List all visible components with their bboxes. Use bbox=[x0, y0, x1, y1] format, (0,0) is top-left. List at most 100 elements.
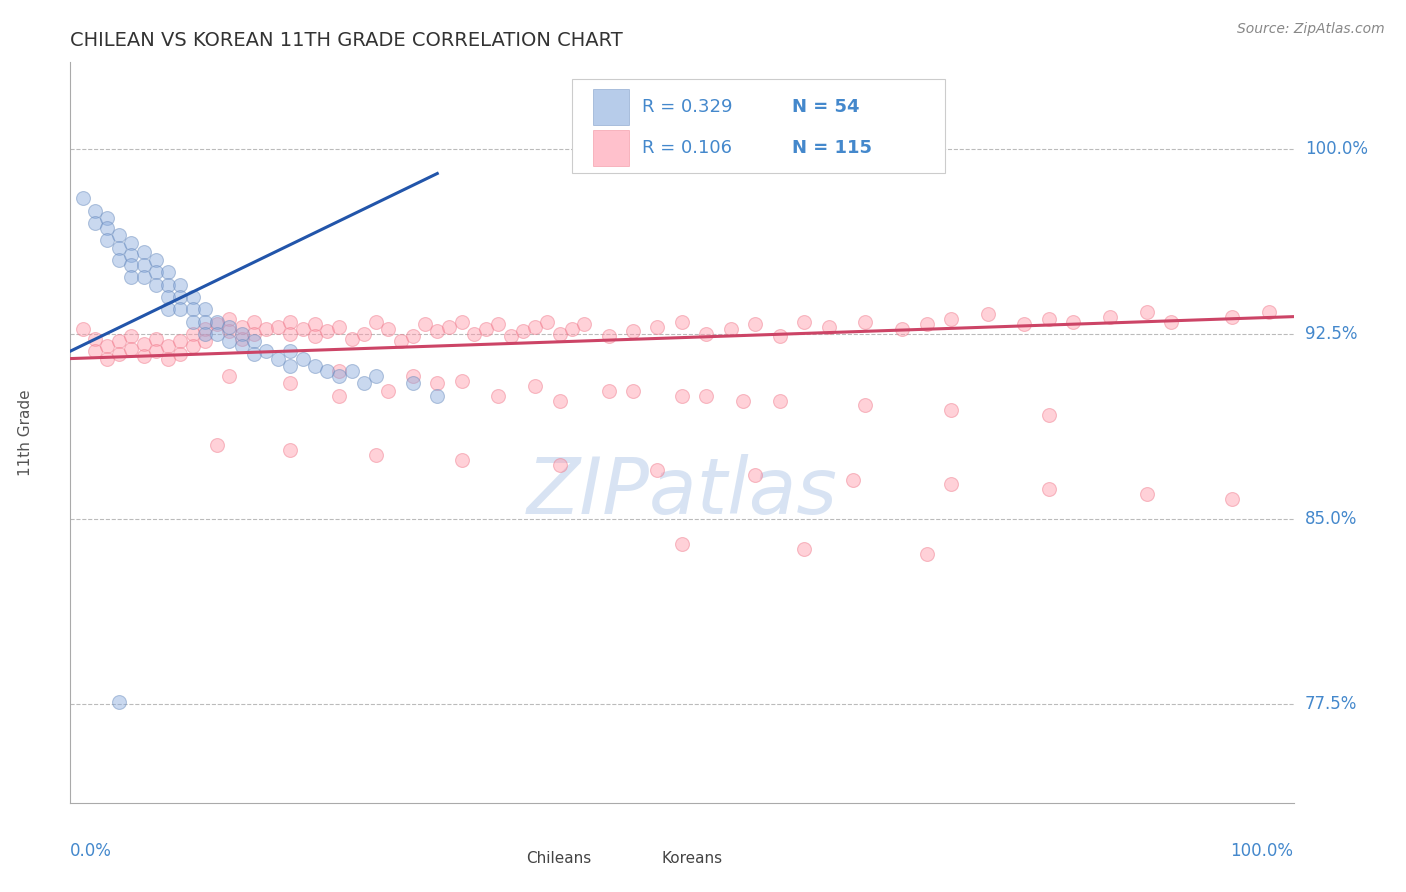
Point bbox=[1014, 317, 1036, 331]
Text: R = 0.106: R = 0.106 bbox=[641, 139, 731, 157]
Text: 11th Grade: 11th Grade bbox=[18, 389, 34, 476]
Point bbox=[96, 211, 118, 225]
Point bbox=[181, 339, 204, 353]
Point bbox=[108, 228, 131, 243]
Point bbox=[1038, 312, 1060, 326]
Point bbox=[353, 376, 375, 391]
Point bbox=[366, 314, 388, 328]
Point bbox=[304, 317, 326, 331]
Point bbox=[291, 351, 314, 366]
Point bbox=[1136, 304, 1159, 318]
Point bbox=[157, 302, 180, 317]
Point bbox=[121, 248, 143, 262]
Point bbox=[96, 233, 118, 247]
Point bbox=[340, 364, 363, 378]
Point bbox=[121, 270, 143, 285]
Point bbox=[572, 317, 595, 331]
Point bbox=[108, 240, 131, 254]
Point bbox=[488, 317, 510, 331]
Point bbox=[280, 359, 302, 373]
Text: N = 54: N = 54 bbox=[792, 98, 859, 116]
Point bbox=[450, 374, 472, 388]
Point bbox=[512, 325, 534, 339]
Text: 85.0%: 85.0% bbox=[1305, 510, 1357, 528]
Point bbox=[254, 344, 277, 359]
Bar bbox=[592, 89, 630, 125]
Point bbox=[145, 252, 167, 267]
Point bbox=[267, 351, 290, 366]
Point bbox=[121, 235, 143, 250]
Point bbox=[205, 317, 228, 331]
Point bbox=[1038, 409, 1060, 423]
Point bbox=[231, 332, 253, 346]
Point bbox=[475, 322, 498, 336]
Point bbox=[561, 322, 583, 336]
Point bbox=[108, 252, 131, 267]
Point bbox=[402, 376, 425, 391]
Point bbox=[855, 399, 877, 413]
FancyBboxPatch shape bbox=[572, 78, 945, 173]
Point bbox=[108, 695, 131, 709]
Point bbox=[426, 388, 449, 402]
Point bbox=[291, 322, 314, 336]
Point bbox=[121, 342, 143, 356]
Point bbox=[340, 332, 363, 346]
Point bbox=[243, 346, 266, 360]
Point bbox=[145, 277, 167, 292]
Point bbox=[744, 317, 766, 331]
Point bbox=[939, 403, 962, 417]
Point bbox=[769, 393, 792, 408]
Point bbox=[218, 319, 240, 334]
Point bbox=[169, 334, 191, 349]
Point bbox=[426, 376, 449, 391]
Point bbox=[524, 319, 547, 334]
Point bbox=[366, 368, 388, 383]
Point bbox=[96, 339, 118, 353]
Point bbox=[218, 325, 240, 339]
Point bbox=[524, 378, 547, 392]
Point bbox=[817, 319, 839, 334]
Point bbox=[389, 334, 412, 349]
Point bbox=[842, 473, 865, 487]
Point bbox=[695, 388, 717, 402]
Point bbox=[671, 536, 693, 550]
Point bbox=[621, 384, 644, 398]
Point bbox=[548, 458, 571, 472]
Point bbox=[915, 317, 938, 331]
Point bbox=[181, 314, 204, 328]
Point bbox=[1258, 304, 1281, 318]
Point bbox=[939, 477, 962, 491]
Point bbox=[793, 314, 815, 328]
Point bbox=[402, 329, 425, 343]
Point bbox=[194, 326, 217, 341]
Point bbox=[744, 467, 766, 482]
Point bbox=[598, 329, 620, 343]
Point bbox=[280, 326, 302, 341]
Point bbox=[733, 393, 755, 408]
Point bbox=[83, 203, 105, 218]
Point bbox=[121, 258, 143, 272]
Point bbox=[145, 265, 167, 279]
Point bbox=[647, 462, 669, 476]
Point bbox=[194, 322, 217, 336]
Point bbox=[132, 336, 155, 351]
Point bbox=[72, 322, 94, 336]
Text: Koreans: Koreans bbox=[661, 851, 723, 866]
Text: Chileans: Chileans bbox=[527, 851, 592, 866]
Point bbox=[939, 312, 962, 326]
Text: CHILEAN VS KOREAN 11TH GRADE CORRELATION CHART: CHILEAN VS KOREAN 11TH GRADE CORRELATION… bbox=[70, 30, 623, 50]
Point bbox=[243, 326, 266, 341]
Point bbox=[145, 332, 167, 346]
Point bbox=[243, 334, 266, 349]
Point bbox=[536, 314, 558, 328]
Point bbox=[218, 334, 240, 349]
Point bbox=[450, 314, 472, 328]
Point bbox=[194, 314, 217, 328]
Point bbox=[83, 332, 105, 346]
Point bbox=[181, 326, 204, 341]
Point bbox=[328, 319, 350, 334]
Text: Source: ZipAtlas.com: Source: ZipAtlas.com bbox=[1237, 22, 1385, 37]
Point bbox=[377, 384, 399, 398]
Text: N = 115: N = 115 bbox=[792, 139, 872, 157]
Point bbox=[205, 438, 228, 452]
